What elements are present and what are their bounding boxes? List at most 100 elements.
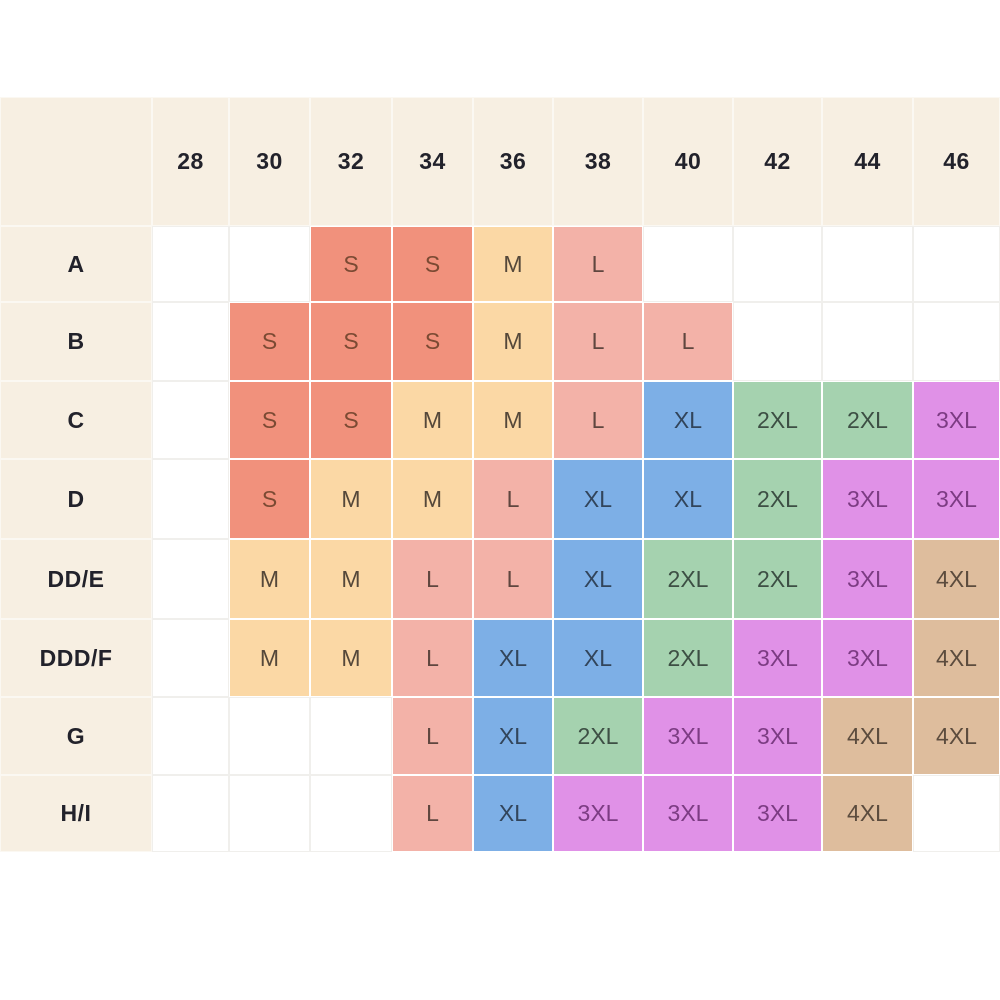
size-cell-c-34: M [392, 381, 473, 459]
size-cell-g-42: 3XL [733, 697, 822, 775]
size-cell-a-32: S [310, 226, 392, 302]
empty-cell-g-32 [310, 697, 392, 775]
size-cell-h-i-34: L [392, 775, 473, 852]
cup-size-label-d: D [0, 459, 152, 539]
size-cell-dd-e-46: 4XL [913, 539, 1000, 619]
size-cell-c-46: 3XL [913, 381, 1000, 459]
empty-cell-a-42 [733, 226, 822, 302]
size-cell-d-40: XL [643, 459, 733, 539]
size-cell-c-32: S [310, 381, 392, 459]
empty-cell-b-28 [152, 302, 229, 381]
empty-cell-h-i-30 [229, 775, 310, 852]
empty-cell-a-30 [229, 226, 310, 302]
empty-cell-h-i-46 [913, 775, 1000, 852]
size-cell-h-i-42: 3XL [733, 775, 822, 852]
empty-cell-ddd-f-28 [152, 619, 229, 697]
size-cell-ddd-f-34: L [392, 619, 473, 697]
size-cell-d-44: 3XL [822, 459, 913, 539]
size-cell-g-36: XL [473, 697, 553, 775]
size-cell-d-38: XL [553, 459, 643, 539]
band-size-header-30: 30 [229, 97, 310, 226]
size-cell-ddd-f-42: 3XL [733, 619, 822, 697]
size-cell-dd-e-40: 2XL [643, 539, 733, 619]
size-cell-h-i-36: XL [473, 775, 553, 852]
size-cell-ddd-f-36: XL [473, 619, 553, 697]
empty-cell-h-i-28 [152, 775, 229, 852]
size-cell-c-42: 2XL [733, 381, 822, 459]
band-size-header-36: 36 [473, 97, 553, 226]
size-cell-b-32: S [310, 302, 392, 381]
size-cell-a-38: L [553, 226, 643, 302]
empty-cell-a-44 [822, 226, 913, 302]
size-cell-g-44: 4XL [822, 697, 913, 775]
size-chart-table: 28 30 32 34 36 38 40 42 44 46 A S S M L B S S S M L L C S S M M L XL… [0, 97, 1000, 852]
empty-cell-a-28 [152, 226, 229, 302]
band-size-header-44: 44 [822, 97, 913, 226]
empty-cell-d-28 [152, 459, 229, 539]
cup-size-label-c: C [0, 381, 152, 459]
size-cell-h-i-44: 4XL [822, 775, 913, 852]
size-cell-h-i-38: 3XL [553, 775, 643, 852]
size-cell-a-36: M [473, 226, 553, 302]
empty-cell-b-42 [733, 302, 822, 381]
size-cell-b-38: L [553, 302, 643, 381]
cup-size-label-h-i: H/I [0, 775, 152, 852]
size-cell-h-i-40: 3XL [643, 775, 733, 852]
size-cell-d-36: L [473, 459, 553, 539]
size-cell-ddd-f-46: 4XL [913, 619, 1000, 697]
empty-cell-c-28 [152, 381, 229, 459]
empty-cell-dd-e-28 [152, 539, 229, 619]
band-size-header-38: 38 [553, 97, 643, 226]
cup-size-label-ddd-f: DDD/F [0, 619, 152, 697]
size-cell-c-36: M [473, 381, 553, 459]
size-cell-dd-e-34: L [392, 539, 473, 619]
size-cell-d-30: S [229, 459, 310, 539]
size-cell-ddd-f-38: XL [553, 619, 643, 697]
size-cell-g-46: 4XL [913, 697, 1000, 775]
size-cell-c-40: XL [643, 381, 733, 459]
empty-cell-b-46 [913, 302, 1000, 381]
size-cell-d-42: 2XL [733, 459, 822, 539]
band-size-header-34: 34 [392, 97, 473, 226]
size-cell-dd-e-32: M [310, 539, 392, 619]
size-cell-ddd-f-30: M [229, 619, 310, 697]
size-cell-g-38: 2XL [553, 697, 643, 775]
cup-size-label-a: A [0, 226, 152, 302]
size-cell-g-40: 3XL [643, 697, 733, 775]
size-cell-d-46: 3XL [913, 459, 1000, 539]
size-cell-c-38: L [553, 381, 643, 459]
empty-cell-a-40 [643, 226, 733, 302]
band-size-header-42: 42 [733, 97, 822, 226]
size-cell-b-36: M [473, 302, 553, 381]
size-cell-dd-e-38: XL [553, 539, 643, 619]
empty-cell-a-46 [913, 226, 1000, 302]
size-cell-ddd-f-40: 2XL [643, 619, 733, 697]
size-cell-a-34: S [392, 226, 473, 302]
size-cell-dd-e-30: M [229, 539, 310, 619]
empty-cell-h-i-32 [310, 775, 392, 852]
size-cell-d-34: M [392, 459, 473, 539]
band-size-header-28: 28 [152, 97, 229, 226]
cup-size-label-g: G [0, 697, 152, 775]
empty-cell-g-30 [229, 697, 310, 775]
corner-cell [0, 97, 152, 226]
size-cell-c-44: 2XL [822, 381, 913, 459]
size-cell-ddd-f-44: 3XL [822, 619, 913, 697]
size-cell-d-32: M [310, 459, 392, 539]
size-cell-g-34: L [392, 697, 473, 775]
size-cell-b-34: S [392, 302, 473, 381]
size-cell-dd-e-42: 2XL [733, 539, 822, 619]
size-cell-b-30: S [229, 302, 310, 381]
empty-cell-g-28 [152, 697, 229, 775]
size-cell-c-30: S [229, 381, 310, 459]
size-cell-dd-e-44: 3XL [822, 539, 913, 619]
cup-size-label-dd-e: DD/E [0, 539, 152, 619]
empty-cell-b-44 [822, 302, 913, 381]
band-size-header-40: 40 [643, 97, 733, 226]
size-cell-ddd-f-32: M [310, 619, 392, 697]
band-size-header-46: 46 [913, 97, 1000, 226]
band-size-header-32: 32 [310, 97, 392, 226]
size-cell-dd-e-36: L [473, 539, 553, 619]
size-cell-b-40: L [643, 302, 733, 381]
